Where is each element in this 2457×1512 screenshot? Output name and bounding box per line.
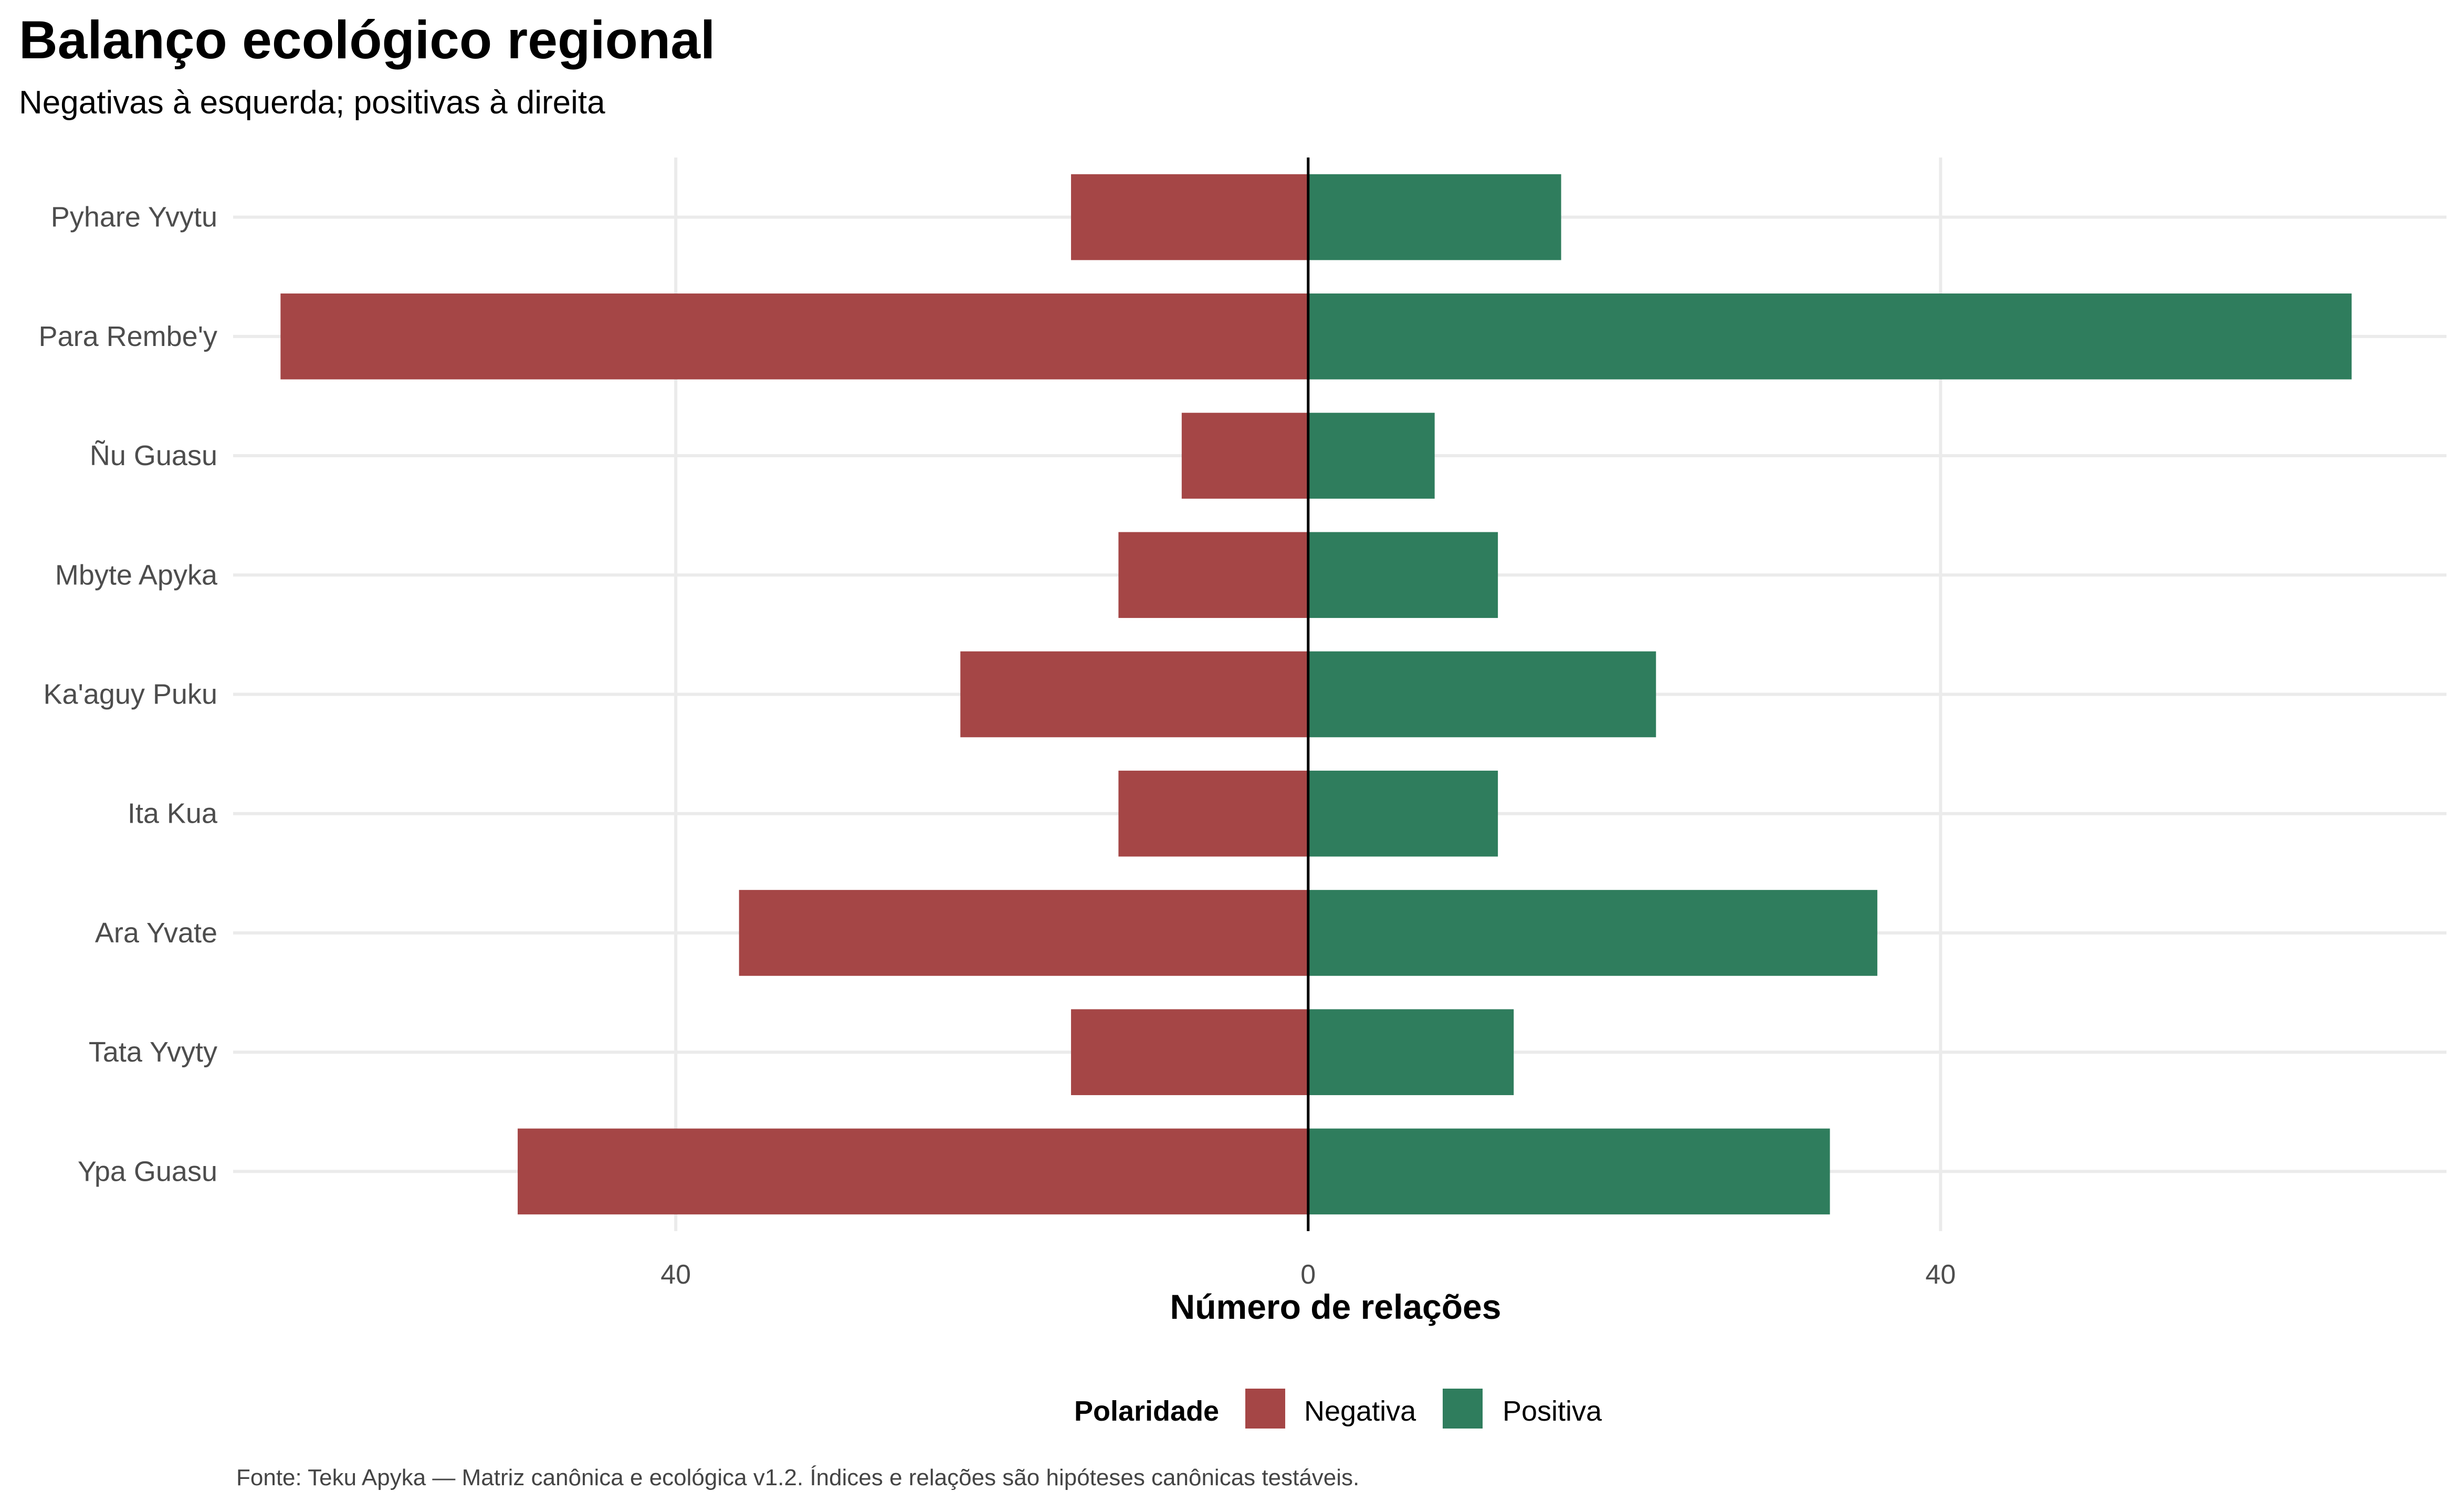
bar-positiva	[1308, 293, 2352, 380]
y-tick-label: Ypa Guasu	[78, 1156, 217, 1187]
bar-negativa	[1118, 532, 1308, 618]
caption: Fonte: Teku Apyka — Matriz canônica e ec…	[236, 1465, 1360, 1490]
y-tick-label: Tata Yvyty	[89, 1036, 217, 1068]
legend-label-positiva: Positiva	[1503, 1395, 1602, 1427]
y-tick-label: Ka'aguy Puku	[43, 679, 217, 710]
y-tick-label: Para Rembe'y	[39, 321, 217, 352]
bar-positiva	[1308, 890, 1877, 976]
bar-positiva	[1308, 651, 1656, 738]
legend-label-negativa: Negativa	[1304, 1395, 1416, 1427]
bar-negativa	[1071, 1009, 1308, 1095]
legend: Polaridade Negativa Positiva	[0, 1389, 2457, 1431]
x-tick-label: 0	[1300, 1259, 1316, 1290]
bar-negativa	[1118, 770, 1308, 857]
legend-title: Polaridade	[1074, 1395, 1220, 1427]
y-tick-label: Mbyte Apyka	[55, 559, 218, 591]
y-tick-label: Ita Kua	[128, 798, 218, 830]
y-tick-label: Ara Yvate	[95, 917, 217, 949]
y-tick-label: Pyhare Yvytu	[51, 202, 217, 233]
chart-plot: 40 0 40 Pyhare Yvytu Para Rembe'y Ñu Guasu Mby…	[39, 158, 2446, 1326]
chart-subtitle: Negativas à esquerda; positivas à direit…	[19, 85, 605, 121]
bars	[280, 174, 2352, 1215]
bar-positiva	[1308, 413, 1435, 499]
bar-positiva	[1308, 770, 1498, 857]
bar-negativa	[1181, 413, 1308, 499]
y-tick-label: Ñu Guasu	[90, 440, 217, 471]
x-axis-title: Número de relações	[1170, 1287, 1502, 1326]
axes: 40 0 40 Pyhare Yvytu Para Rembe'y Ñu Guasu Mby…	[39, 158, 1956, 1290]
bar-negativa	[518, 1128, 1308, 1215]
bar-positiva	[1308, 174, 1561, 260]
chart-title: Balanço ecológico regional	[19, 10, 716, 70]
bar-negativa	[280, 293, 1308, 380]
bar-negativa	[739, 890, 1308, 976]
bar-negativa	[1071, 174, 1308, 260]
bar-negativa	[960, 651, 1308, 738]
legend-key-positiva	[1443, 1389, 1483, 1429]
x-tick-label: 40	[1925, 1259, 1956, 1290]
bar-positiva	[1308, 1009, 1514, 1095]
bar-positiva	[1308, 1128, 1830, 1215]
x-tick-label: 40	[660, 1259, 691, 1290]
bar-positiva	[1308, 532, 1498, 618]
legend-key-negativa	[1245, 1389, 1285, 1429]
